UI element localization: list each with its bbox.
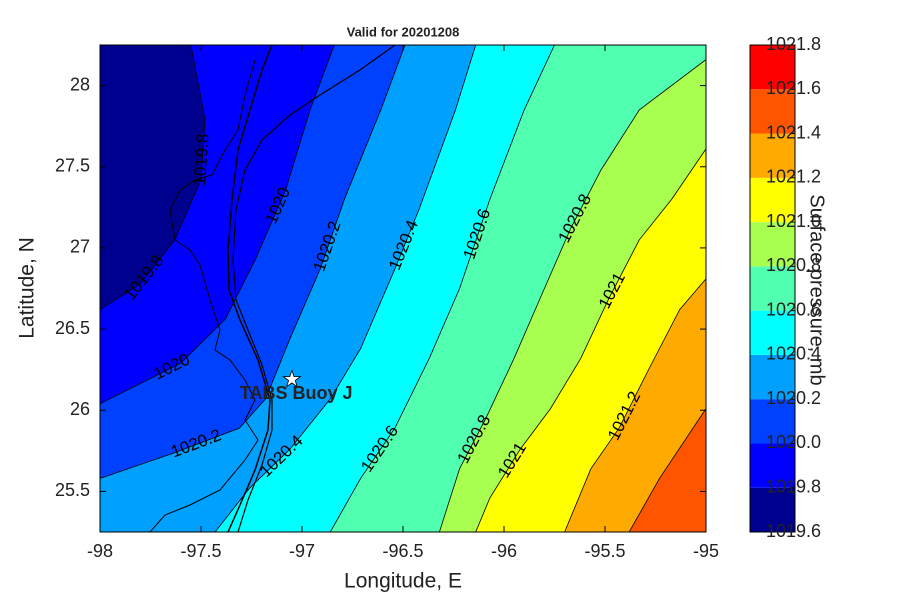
- colorbar-tick-label: 1020.4: [766, 344, 821, 364]
- x-tick-label: -95.5: [584, 541, 625, 561]
- colorbar-band: [750, 45, 795, 90]
- colorbar-tick-label: 1020.2: [766, 388, 821, 408]
- colorbar-band: [750, 133, 795, 178]
- coastline: [149, 45, 396, 532]
- y-tick-label: 25.5: [55, 480, 90, 500]
- x-tick-label: -96.5: [382, 541, 423, 561]
- buoy-label: TABS Buoy J: [240, 383, 353, 403]
- x-tick-label: -97: [289, 541, 315, 561]
- y-tick-label: 27.5: [55, 156, 90, 176]
- colorbar-band: [750, 266, 795, 311]
- colorbar-band: [750, 310, 795, 355]
- contour-fills: [100, 45, 706, 532]
- contour-line: [628, 408, 706, 532]
- bay-shore: [149, 59, 259, 532]
- contour-line: [329, 45, 555, 532]
- contour-label: 1019.8: [190, 133, 212, 186]
- colorbar-band: [750, 354, 795, 400]
- colorbar-tick-label: 1019.6: [766, 521, 821, 541]
- contour-fill: [629, 408, 706, 532]
- colorbar-tick-label: 1021.6: [766, 78, 821, 98]
- colorbar: 1019.6 1019.8 1020.0 1020.2 1020.4 1020.6 1020…: [749, 34, 821, 541]
- colorbar-band: [750, 487, 795, 532]
- coastline-path: [227, 45, 273, 532]
- x-axis-label: Longitude, E: [344, 570, 462, 593]
- colorbar-band: [750, 399, 795, 444]
- contour-line: [214, 45, 477, 532]
- chart-title: Valid for 20201208: [347, 24, 460, 39]
- colorbar-tick-label: 1020.6: [766, 299, 821, 319]
- contour-line: [475, 148, 706, 532]
- y-tick-label: 26.5: [55, 318, 90, 338]
- x-tick-label: -96: [491, 541, 517, 561]
- colorbar-tick-label: 1021.8: [766, 34, 821, 54]
- buoy-marker: [282, 369, 302, 388]
- y-tick-label: 27: [70, 237, 90, 257]
- x-tick-label: -95: [693, 541, 719, 561]
- axes: -98 -97.5 -97 -96.5 -96 -95.5 -95 25.5 26 26.5 27 2…: [55, 45, 719, 561]
- y-tick-label: 28: [70, 74, 90, 94]
- barrier-island: [232, 45, 396, 532]
- x-tick-label: -98: [87, 541, 113, 561]
- y-axis-label: Latitude, N: [16, 237, 39, 339]
- colorbar-tick-label: 1021.2: [766, 167, 821, 187]
- colorbar-band: [750, 222, 795, 267]
- colorbar-band: [750, 89, 795, 134]
- colorbar-label: Surface pressure, mb: [806, 194, 828, 385]
- contour-line: [100, 45, 406, 479]
- x-tick-label: -97.5: [180, 541, 221, 561]
- colorbar-tick-label: 1021.4: [766, 122, 821, 142]
- y-tick-label: 26: [70, 399, 90, 419]
- colorbar-tick-label: 1020.0: [766, 432, 821, 452]
- colorbar-frame: [749, 44, 796, 533]
- colorbar-tick-label: 1020.8: [766, 255, 821, 275]
- colorbar-tick-label: 1019.8: [766, 476, 821, 496]
- contour-line: [564, 278, 706, 532]
- annotations: TABS Buoy J: [240, 369, 353, 403]
- colorbar-band: [750, 177, 795, 223]
- contour-line: [439, 59, 706, 532]
- contour-line: [100, 45, 335, 405]
- colorbar-band: [750, 443, 795, 488]
- colorbar-tick-label: 1021.0: [766, 211, 821, 231]
- contour-line: [100, 45, 206, 310]
